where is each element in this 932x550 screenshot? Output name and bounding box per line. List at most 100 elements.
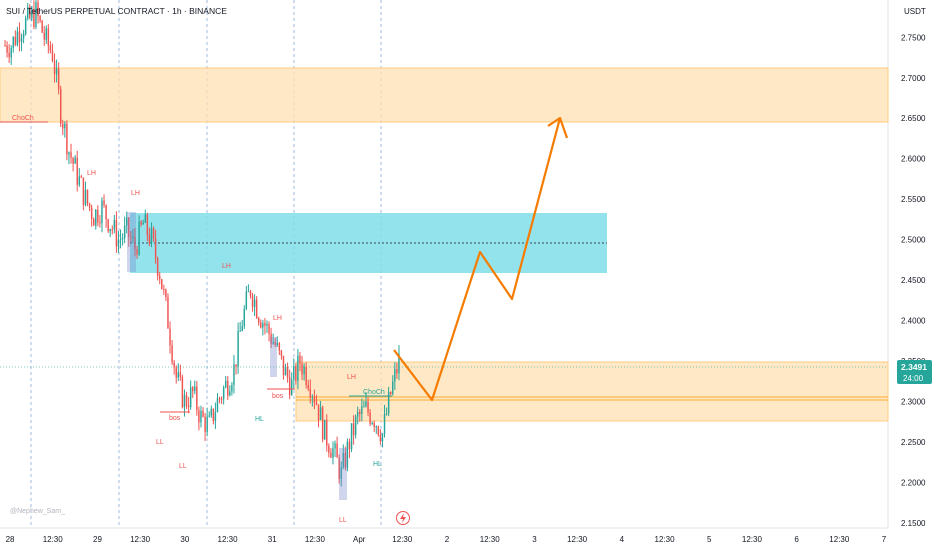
candle-body-21[interactable]: [47, 28, 50, 46]
currency-label[interactable]: USDT: [904, 7, 926, 16]
candle-body-3[interactable]: [10, 47, 12, 58]
candle-body-84[interactable]: [177, 372, 180, 378]
candle-body-115[interactable]: [241, 326, 243, 331]
candle-body-142[interactable]: [297, 355, 299, 381]
candle-body-157[interactable]: [328, 445, 330, 453]
candle-body-55[interactable]: [117, 239, 120, 247]
candle-body-165[interactable]: [344, 453, 347, 468]
candle-body-45[interactable]: [97, 209, 99, 223]
candle-body-162[interactable]: [338, 457, 340, 479]
candle-body-59[interactable]: [125, 217, 128, 226]
candle-body-117[interactable]: [245, 291, 248, 309]
candle-body-189[interactable]: [394, 369, 396, 382]
candle-body-146[interactable]: [305, 366, 307, 385]
candle-body-161[interactable]: [336, 443, 338, 458]
lightning-icon[interactable]: [396, 511, 410, 525]
candle-body-98[interactable]: [206, 416, 208, 432]
candle-body-1[interactable]: [6, 45, 8, 53]
candle-body-113[interactable]: [237, 330, 239, 367]
candle-body-50[interactable]: [107, 219, 109, 232]
candle-body-99[interactable]: [208, 415, 210, 417]
candle-body-129[interactable]: [270, 333, 272, 344]
candle-body-108[interactable]: [227, 380, 229, 396]
candle-body-166[interactable]: [346, 441, 349, 468]
candle-body-102[interactable]: [214, 411, 217, 421]
candle-body-105[interactable]: [220, 398, 223, 400]
candle-body-156[interactable]: [326, 419, 328, 446]
candle-body-92[interactable]: [194, 386, 196, 392]
candle-body-107[interactable]: [224, 380, 227, 388]
candle-body-175[interactable]: [365, 401, 367, 407]
candle-body-158[interactable]: [330, 452, 332, 458]
candle-body-118[interactable]: [247, 291, 250, 293]
candle-body-32[interactable]: [70, 152, 72, 158]
candle-body-30[interactable]: [66, 123, 68, 155]
candle-body-177[interactable]: [369, 412, 371, 424]
candle-body-134[interactable]: [280, 350, 283, 356]
candle-body-180[interactable]: [375, 426, 378, 428]
candle-body-40[interactable]: [86, 189, 89, 204]
candle-body-15[interactable]: [35, 2, 37, 27]
candle-body-90[interactable]: [189, 387, 192, 408]
candle-body-137[interactable]: [286, 366, 289, 378]
candle-body-39[interactable]: [84, 189, 87, 205]
candle-body-96[interactable]: [202, 410, 204, 417]
candle-body-77[interactable]: [163, 288, 165, 290]
candle-body-54[interactable]: [115, 220, 118, 247]
candle-body-179[interactable]: [373, 423, 375, 428]
candle-body-37[interactable]: [80, 176, 83, 178]
candle-body-122[interactable]: [255, 299, 258, 319]
candle-body-58[interactable]: [123, 225, 126, 239]
candle-body-80[interactable]: [169, 328, 171, 346]
candle-body-100[interactable]: [210, 408, 213, 416]
candle-body-33[interactable]: [72, 157, 74, 164]
candle-body-75[interactable]: [158, 275, 161, 280]
candle-body-73[interactable]: [154, 238, 157, 259]
candle-body-61[interactable]: [130, 237, 132, 239]
candle-body-85[interactable]: [179, 372, 182, 377]
candle-body-163[interactable]: [340, 467, 342, 479]
candle-body-150[interactable]: [313, 396, 316, 403]
supply-zone-top[interactable]: [0, 67, 889, 123]
candle-body-126[interactable]: [264, 323, 266, 326]
candle-body-87[interactable]: [183, 395, 186, 408]
candle-body-187[interactable]: [389, 391, 392, 394]
candle-body-6[interactable]: [16, 31, 19, 45]
candle-body-133[interactable]: [278, 343, 281, 351]
candle-body-67[interactable]: [142, 222, 144, 225]
candle-body-49[interactable]: [105, 205, 107, 220]
candle-body-0[interactable]: [4, 45, 6, 47]
candle-body-172[interactable]: [359, 411, 361, 414]
candle-body-151[interactable]: [315, 402, 318, 405]
candle-body-16[interactable]: [37, 2, 39, 17]
candle-body-154[interactable]: [321, 407, 324, 440]
candle-body-12[interactable]: [29, 7, 31, 18]
candle-body-173[interactable]: [361, 406, 363, 414]
candle-body-83[interactable]: [175, 367, 177, 378]
candle-body-26[interactable]: [57, 68, 60, 89]
candle-body-62[interactable]: [132, 236, 134, 239]
candle-body-20[interactable]: [45, 28, 48, 40]
candle-body-2[interactable]: [8, 52, 10, 58]
candle-body-69[interactable]: [146, 214, 149, 235]
price-axis-panel[interactable]: [888, 0, 932, 550]
candle-body-22[interactable]: [49, 45, 52, 51]
candle-body-176[interactable]: [367, 401, 369, 413]
candle-body-38[interactable]: [82, 177, 85, 205]
candle-body-8[interactable]: [20, 37, 23, 42]
candle-body-66[interactable]: [140, 221, 142, 225]
candle-body-42[interactable]: [90, 207, 93, 219]
candle-body-5[interactable]: [14, 36, 17, 45]
candle-body-139[interactable]: [290, 379, 293, 396]
candle-body-51[interactable]: [109, 229, 111, 232]
candle-body-24[interactable]: [53, 60, 56, 75]
candle-body-10[interactable]: [24, 18, 27, 34]
candle-body-86[interactable]: [181, 376, 184, 408]
candle-body-114[interactable]: [239, 330, 241, 332]
candle-body-127[interactable]: [266, 323, 268, 326]
candle-body-170[interactable]: [354, 416, 357, 436]
current-price-badge[interactable]: 2.3491 24:00: [897, 360, 932, 384]
candle-body-101[interactable]: [212, 408, 215, 421]
